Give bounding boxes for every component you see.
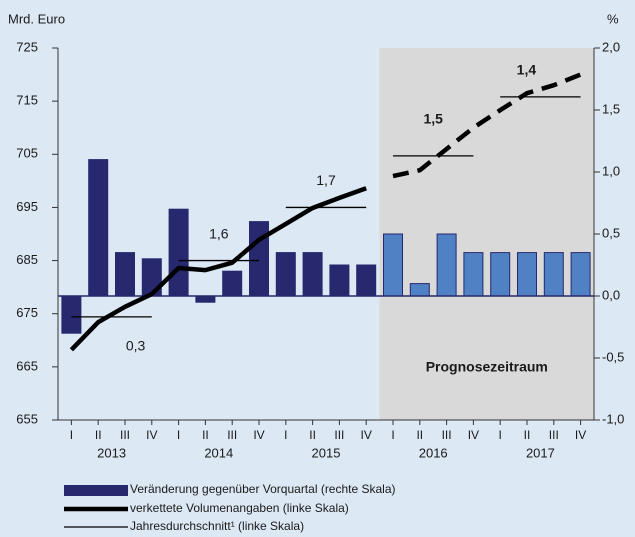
legend-label: Jahresdurchschnitt¹ (linke Skala) — [130, 519, 304, 533]
bar — [275, 252, 296, 297]
x-tick-label: III — [120, 428, 130, 442]
line — [69, 186, 367, 352]
x-tick-label: II — [524, 428, 531, 442]
x-tick-label: II — [95, 428, 102, 442]
y2-tick-label: 2,0 — [602, 39, 620, 54]
x-tick-label: III — [549, 428, 559, 442]
x-tick-label: IV — [253, 428, 264, 442]
bar — [222, 270, 243, 297]
bar — [463, 252, 484, 297]
x-tick-label: III — [227, 428, 237, 442]
x-tick-label: IV — [468, 428, 479, 442]
x-tick-label: II — [202, 428, 209, 442]
x-tick-label: I — [284, 428, 287, 442]
y-tick-label: 655 — [16, 411, 38, 426]
bar — [249, 221, 269, 297]
bar — [570, 252, 591, 297]
x-tick-label: III — [442, 428, 452, 442]
y-tick-label: 725 — [16, 39, 38, 54]
y2-tick-label: -0,5 — [602, 349, 624, 364]
bar — [302, 252, 323, 297]
forecast-region — [379, 48, 594, 420]
bar — [168, 208, 189, 297]
bar — [490, 252, 511, 297]
x-tick-label: I — [70, 428, 73, 442]
y2-tick-label: 1,0 — [602, 163, 620, 178]
y2-tick-label: 1,5 — [602, 101, 620, 116]
bar — [61, 295, 82, 334]
annual-average-label: 1,5 — [423, 111, 443, 127]
x-tick-label: IV — [361, 428, 372, 442]
forecast-line — [392, 72, 582, 179]
y2-axis-label: % — [607, 11, 619, 26]
year-label: 2016 — [419, 445, 448, 460]
y-tick-label: 665 — [16, 358, 38, 373]
annual-average-label: 0,3 — [126, 338, 146, 354]
y2-tick-label: 0,5 — [602, 225, 620, 240]
legend-label: verkettete Volumenangaben (linke Skala) — [130, 501, 349, 515]
x-tick-label: II — [309, 428, 316, 442]
bar — [356, 264, 377, 297]
x-tick-label: I — [177, 428, 180, 442]
x-tick-label: I — [391, 428, 394, 442]
x-tick-label: IV — [575, 428, 586, 442]
bar — [88, 159, 109, 297]
y-tick-label: 685 — [16, 252, 38, 267]
bar — [436, 233, 457, 297]
bar — [329, 264, 350, 297]
forecast-label: Prognosezeitraum — [426, 359, 548, 375]
x-tick-label: I — [499, 428, 502, 442]
x-tick-label: IV — [146, 428, 157, 442]
bar — [195, 295, 216, 303]
year-label: 2015 — [312, 445, 341, 460]
annual-average-label: 1,4 — [517, 62, 537, 78]
bar — [383, 233, 403, 297]
y2-tick-label: 0,0 — [602, 287, 620, 302]
legend-swatch — [64, 485, 128, 496]
y-tick-label: 675 — [16, 305, 38, 320]
bar — [543, 252, 564, 297]
y-tick-label: 715 — [16, 93, 38, 108]
y2-tick-label: -1,0 — [602, 411, 624, 426]
y-tick-label: 695 — [16, 199, 38, 214]
annual-average-label: 1,6 — [209, 225, 229, 241]
bar — [409, 283, 430, 297]
x-tick-label: III — [334, 428, 344, 442]
year-label: 2017 — [526, 445, 555, 460]
x-tick-label: II — [416, 428, 423, 442]
year-label: 2013 — [97, 445, 126, 460]
year-label: 2014 — [204, 445, 233, 460]
annual-average-label: 1,7 — [316, 172, 336, 188]
legend-label: Veränderung gegenüber Vorquartal (rechte… — [130, 482, 396, 496]
y-tick-label: 705 — [16, 146, 38, 161]
y-axis-label: Mrd. Euro — [8, 11, 65, 26]
bar — [517, 252, 537, 297]
bar — [115, 252, 135, 297]
